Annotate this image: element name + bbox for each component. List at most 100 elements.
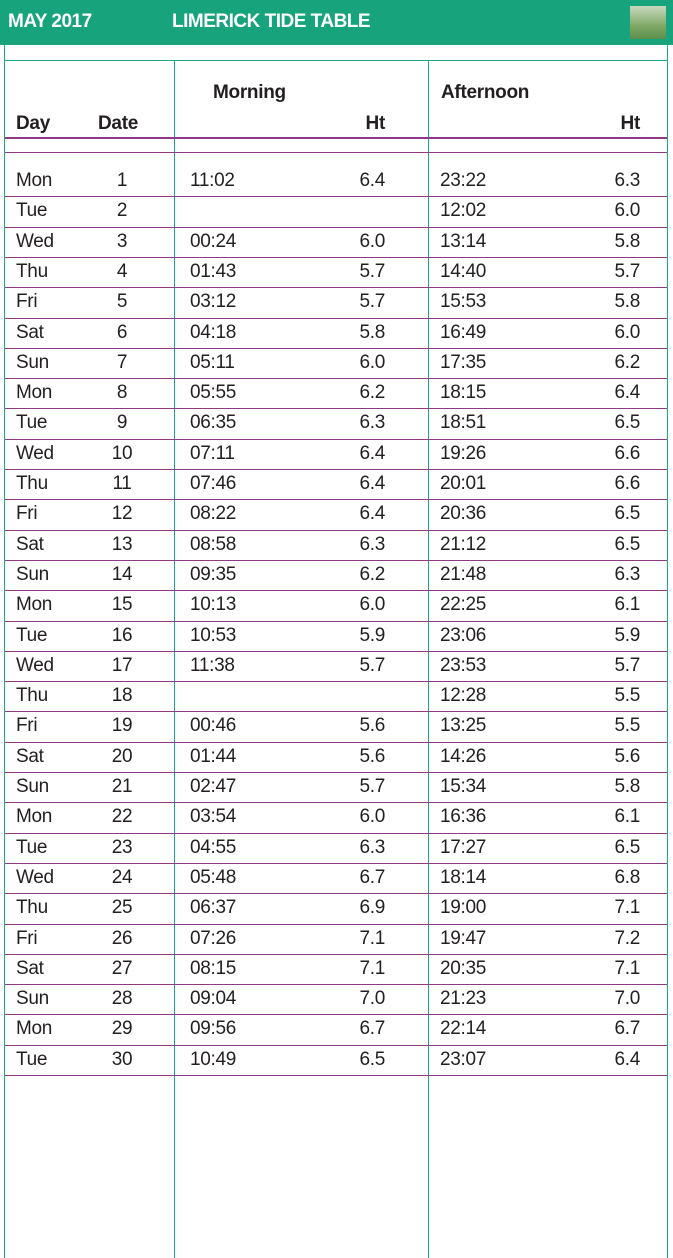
afternoon-time: 23:22 [440, 169, 486, 193]
afternoon-height: 7.2 [614, 927, 640, 951]
morning-height: 5.7 [359, 654, 385, 678]
row-rule [5, 1014, 667, 1015]
morning-height: 6.2 [359, 563, 385, 587]
afternoon-height: 5.8 [614, 775, 640, 799]
afternoon-time: 23:07 [440, 1048, 486, 1072]
row-rule [5, 378, 667, 379]
afternoon-height: 5.8 [614, 230, 640, 254]
row-rule [5, 196, 667, 197]
afternoon-time: 22:25 [440, 593, 486, 617]
row-rule [5, 439, 667, 440]
afternoon-time: 12:02 [440, 199, 486, 223]
morning-height: 6.4 [359, 502, 385, 526]
morning-time: 09:56 [190, 1017, 236, 1041]
day: Thu [16, 684, 48, 708]
afternoon-time: 19:26 [440, 442, 486, 466]
afternoon-height: 6.5 [614, 836, 640, 860]
date: 19 [98, 714, 146, 738]
row-rule [5, 1045, 667, 1046]
afternoon-time: 16:49 [440, 321, 486, 345]
afternoon-height: 7.1 [614, 896, 640, 920]
morning-height: 6.0 [359, 230, 385, 254]
row-rule [5, 469, 667, 470]
column-header: Ht [366, 112, 385, 136]
afternoon-height: 5.6 [614, 745, 640, 769]
row-rule [5, 152, 667, 153]
date: 10 [98, 442, 146, 466]
column-header: Date [98, 112, 138, 136]
morning-time: 07:46 [190, 472, 236, 496]
date: 16 [98, 624, 146, 648]
morning-time: 01:43 [190, 260, 236, 284]
afternoon-height: 5.8 [614, 290, 640, 314]
afternoon-height: 6.5 [614, 411, 640, 435]
morning-height: 6.3 [359, 533, 385, 557]
morning-height: 6.4 [359, 442, 385, 466]
morning-time: 00:46 [190, 714, 236, 738]
afternoon-time: 18:15 [440, 381, 486, 405]
morning-time: 02:47 [190, 775, 236, 799]
day: Sun [16, 775, 49, 799]
row-rule [5, 530, 667, 531]
date: 20 [98, 745, 146, 769]
date: 21 [98, 775, 146, 799]
morning-height: 6.0 [359, 351, 385, 375]
afternoon-height: 6.6 [614, 442, 640, 466]
day: Wed [16, 442, 54, 466]
afternoon-height: 6.3 [614, 563, 640, 587]
afternoon-height: 7.1 [614, 957, 640, 981]
morning-height: 6.7 [359, 866, 385, 890]
morning-height: 5.7 [359, 260, 385, 284]
morning-time: 00:24 [190, 230, 236, 254]
row-rule [5, 924, 667, 925]
row-rule [5, 833, 667, 834]
afternoon-height: 6.4 [614, 1048, 640, 1072]
group-header: Morning [213, 81, 286, 105]
column-header: Day [16, 112, 50, 136]
row-rule [5, 560, 667, 561]
morning-time: 08:22 [190, 502, 236, 526]
date: 22 [98, 805, 146, 829]
morning-time: 07:11 [190, 442, 235, 466]
afternoon-time: 20:35 [440, 957, 486, 981]
morning-time: 11:38 [190, 654, 235, 678]
afternoon-time: 17:35 [440, 351, 486, 375]
date: 8 [98, 381, 146, 405]
day: Sat [16, 321, 44, 345]
row-rule [5, 802, 667, 803]
date: 4 [98, 260, 146, 284]
day: Mon [16, 805, 52, 829]
date: 9 [98, 411, 146, 435]
day: Wed [16, 654, 54, 678]
morning-time: 10:13 [190, 593, 236, 617]
afternoon-height: 6.5 [614, 533, 640, 557]
row-rule [5, 742, 667, 743]
morning-time: 09:35 [190, 563, 236, 587]
day: Thu [16, 472, 48, 496]
morning-time: 06:35 [190, 411, 236, 435]
row-rule [5, 711, 667, 712]
afternoon-time: 19:47 [440, 927, 486, 951]
morning-height: 6.3 [359, 411, 385, 435]
morning-height: 7.1 [359, 957, 385, 981]
date: 25 [98, 896, 146, 920]
morning-height: 6.0 [359, 593, 385, 617]
day: Sat [16, 533, 44, 557]
photo-thumbnail [630, 6, 666, 39]
day: Tue [16, 624, 47, 648]
afternoon-height: 6.8 [614, 866, 640, 890]
morning-height: 7.1 [359, 927, 385, 951]
day: Sat [16, 957, 44, 981]
row-rule [5, 772, 667, 773]
afternoon-height: 6.2 [614, 351, 640, 375]
afternoon-time: 17:27 [440, 836, 486, 860]
morning-height: 6.5 [359, 1048, 385, 1072]
afternoon-time: 13:25 [440, 714, 486, 738]
morning-height: 5.7 [359, 290, 385, 314]
date: 3 [98, 230, 146, 254]
afternoon-time: 20:01 [440, 472, 486, 496]
afternoon-time: 14:40 [440, 260, 486, 284]
morning-time: 06:37 [190, 896, 236, 920]
header-bar: MAY 2017 LIMERICK TIDE TABLE [0, 0, 673, 45]
afternoon-height: 6.1 [614, 805, 640, 829]
